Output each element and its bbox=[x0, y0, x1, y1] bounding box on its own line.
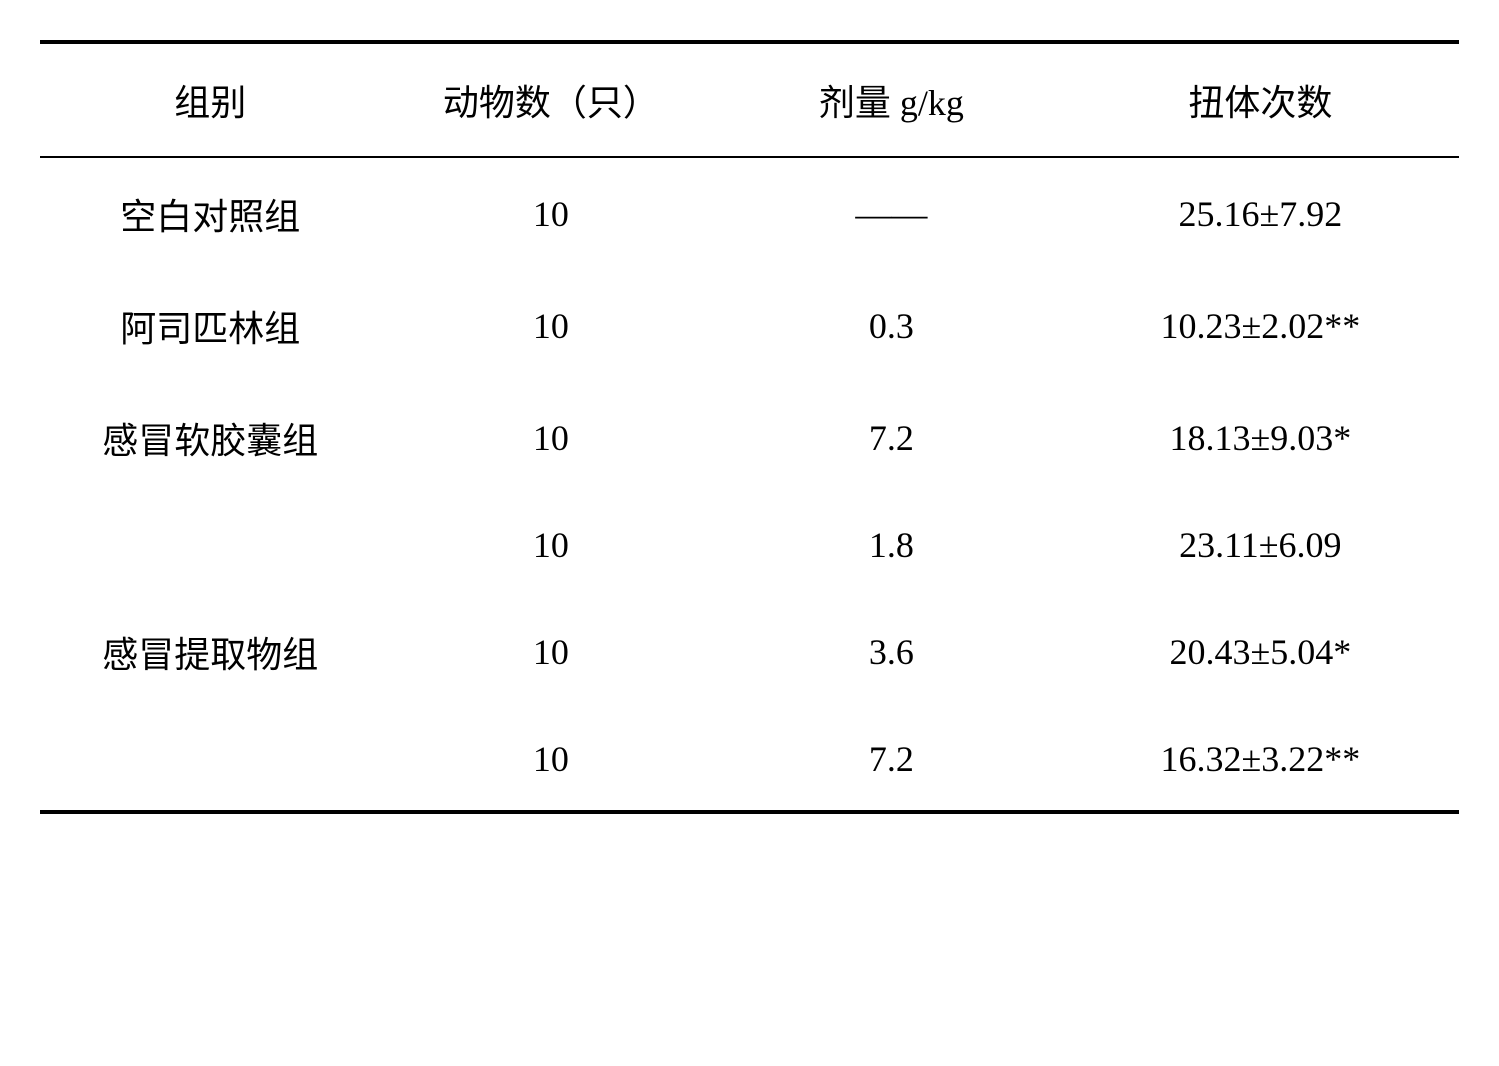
table-row: 感冒提取物组 10 3.6 20.43±5.04* bbox=[40, 596, 1459, 708]
cell-writhes: 25.16±7.92 bbox=[1062, 157, 1459, 270]
table-row: 10 1.8 23.11±6.09 bbox=[40, 494, 1459, 596]
header-animals: 动物数（只） bbox=[381, 42, 722, 157]
cell-group: 空白对照组 bbox=[40, 157, 381, 270]
cell-animals: 10 bbox=[381, 382, 722, 494]
cell-animals: 10 bbox=[381, 596, 722, 708]
cell-group: 感冒软胶囊组 bbox=[40, 382, 381, 494]
table-row: 感冒软胶囊组 10 7.2 18.13±9.03* bbox=[40, 382, 1459, 494]
data-table: 组别 动物数（只） 剂量 g/kg 扭体次数 空白对照组 10 —— 25.16… bbox=[40, 40, 1459, 814]
cell-dose: 1.8 bbox=[721, 494, 1062, 596]
table-header-row: 组别 动物数（只） 剂量 g/kg 扭体次数 bbox=[40, 42, 1459, 157]
cell-animals: 10 bbox=[381, 157, 722, 270]
table-row: 阿司匹林组 10 0.3 10.23±2.02** bbox=[40, 270, 1459, 382]
header-writhes: 扭体次数 bbox=[1062, 42, 1459, 157]
cell-dose: —— bbox=[721, 157, 1062, 270]
cell-group: 阿司匹林组 bbox=[40, 270, 381, 382]
cell-dose: 7.2 bbox=[721, 382, 1062, 494]
cell-group: 感冒提取物组 bbox=[40, 596, 381, 708]
cell-writhes: 10.23±2.02** bbox=[1062, 270, 1459, 382]
cell-animals: 10 bbox=[381, 708, 722, 812]
cell-dose: 7.2 bbox=[721, 708, 1062, 812]
cell-animals: 10 bbox=[381, 494, 722, 596]
cell-writhes: 23.11±6.09 bbox=[1062, 494, 1459, 596]
header-group: 组别 bbox=[40, 42, 381, 157]
cell-dose: 3.6 bbox=[721, 596, 1062, 708]
cell-group bbox=[40, 494, 381, 596]
table-row: 10 7.2 16.32±3.22** bbox=[40, 708, 1459, 812]
table-row: 空白对照组 10 —— 25.16±7.92 bbox=[40, 157, 1459, 270]
cell-writhes: 18.13±9.03* bbox=[1062, 382, 1459, 494]
cell-animals: 10 bbox=[381, 270, 722, 382]
cell-writhes: 20.43±5.04* bbox=[1062, 596, 1459, 708]
cell-group bbox=[40, 708, 381, 812]
cell-dose: 0.3 bbox=[721, 270, 1062, 382]
cell-writhes: 16.32±3.22** bbox=[1062, 708, 1459, 812]
header-dose: 剂量 g/kg bbox=[721, 42, 1062, 157]
